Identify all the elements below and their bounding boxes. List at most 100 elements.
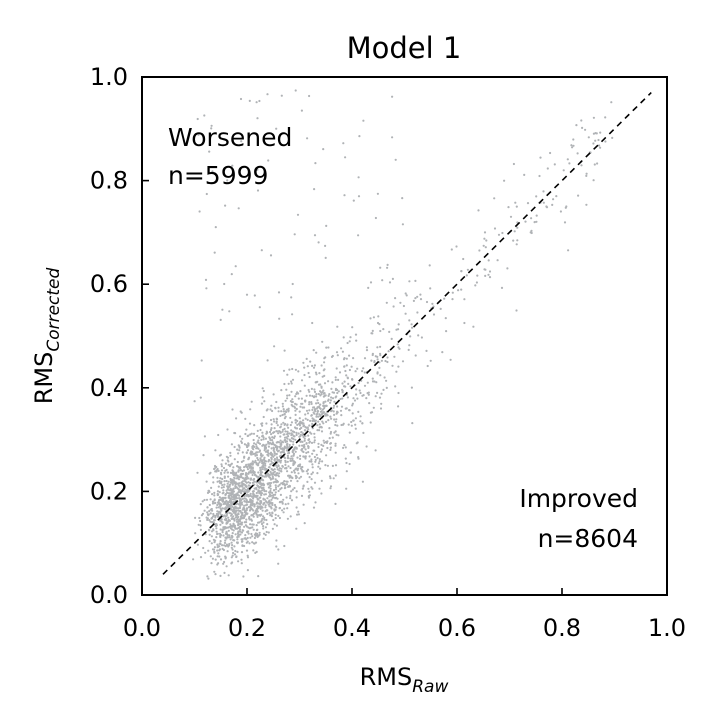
data-point xyxy=(311,471,314,474)
data-point xyxy=(220,465,223,468)
data-point xyxy=(426,364,429,368)
data-point xyxy=(383,376,386,379)
data-point xyxy=(210,517,213,520)
data-point xyxy=(311,452,314,455)
data-point xyxy=(240,484,243,487)
data-point xyxy=(225,565,228,568)
data-point xyxy=(334,423,337,427)
data-point xyxy=(256,451,259,454)
data-point xyxy=(572,138,575,141)
data-point xyxy=(260,402,263,405)
data-point xyxy=(270,433,273,436)
data-point xyxy=(231,517,234,520)
data-point xyxy=(317,445,320,449)
data-point xyxy=(283,456,287,460)
data-point xyxy=(277,458,281,462)
data-point xyxy=(335,395,338,398)
data-point xyxy=(246,569,249,572)
data-point xyxy=(275,127,278,130)
data-point xyxy=(269,470,272,473)
data-point xyxy=(349,336,352,339)
data-point xyxy=(223,282,226,286)
data-point xyxy=(272,477,275,480)
data-point xyxy=(226,550,229,553)
data-point xyxy=(258,306,261,309)
data-point xyxy=(373,380,376,383)
data-point xyxy=(258,461,261,464)
data-point xyxy=(325,420,328,423)
data-point xyxy=(282,369,286,372)
data-point xyxy=(359,415,362,418)
data-point xyxy=(290,421,293,424)
data-point xyxy=(262,444,265,447)
data-point xyxy=(261,431,264,434)
data-point xyxy=(211,493,214,496)
data-point xyxy=(313,441,316,444)
data-point xyxy=(316,472,319,475)
data-point xyxy=(450,248,453,251)
data-point xyxy=(380,359,383,362)
data-point xyxy=(212,521,215,524)
data-point xyxy=(306,412,310,415)
data-point xyxy=(243,497,246,500)
data-point xyxy=(386,360,389,364)
data-point xyxy=(270,494,273,497)
data-point xyxy=(374,216,377,220)
data-point xyxy=(216,532,219,535)
data-point xyxy=(276,472,279,475)
data-point xyxy=(353,399,357,402)
data-point xyxy=(239,97,243,101)
data-point xyxy=(365,445,368,448)
data-point xyxy=(252,438,255,442)
data-point xyxy=(268,499,271,502)
data-point xyxy=(379,374,382,377)
data-point xyxy=(267,452,270,455)
data-point xyxy=(245,485,248,488)
data-point xyxy=(280,470,283,473)
data-point xyxy=(316,457,319,460)
data-point xyxy=(196,543,199,546)
data-point xyxy=(297,370,300,373)
data-point xyxy=(293,486,296,490)
data-point xyxy=(299,420,302,423)
data-point xyxy=(261,482,264,485)
data-point xyxy=(215,469,218,472)
data-point xyxy=(265,409,268,412)
y-tick-label: 0.6 xyxy=(90,270,128,298)
data-point xyxy=(289,400,292,403)
data-point xyxy=(278,516,281,520)
data-point xyxy=(239,510,242,513)
data-point xyxy=(258,533,261,536)
data-point xyxy=(610,101,613,104)
data-point xyxy=(280,423,283,426)
data-point xyxy=(223,507,226,510)
data-point xyxy=(270,456,273,459)
data-point xyxy=(209,512,212,515)
data-point xyxy=(570,144,573,147)
data-point xyxy=(318,423,321,426)
data-point xyxy=(273,468,276,471)
data-point xyxy=(223,471,226,474)
data-point xyxy=(238,525,242,529)
data-point xyxy=(215,536,218,539)
data-point xyxy=(258,521,261,524)
data-point xyxy=(580,119,583,122)
data-point xyxy=(235,417,238,420)
data-point xyxy=(221,521,224,525)
data-point xyxy=(255,474,258,477)
data-point xyxy=(523,173,526,176)
data-point xyxy=(526,202,530,205)
data-point xyxy=(295,431,298,434)
data-point xyxy=(224,555,227,558)
data-point xyxy=(250,453,253,456)
data-point xyxy=(414,354,417,357)
data-point xyxy=(199,524,202,527)
data-point xyxy=(475,281,478,284)
data-point xyxy=(199,528,202,532)
data-point xyxy=(299,467,303,470)
data-point xyxy=(315,351,318,354)
data-point xyxy=(234,493,237,496)
data-point xyxy=(234,265,237,268)
data-point xyxy=(377,315,380,318)
data-point xyxy=(444,317,447,320)
